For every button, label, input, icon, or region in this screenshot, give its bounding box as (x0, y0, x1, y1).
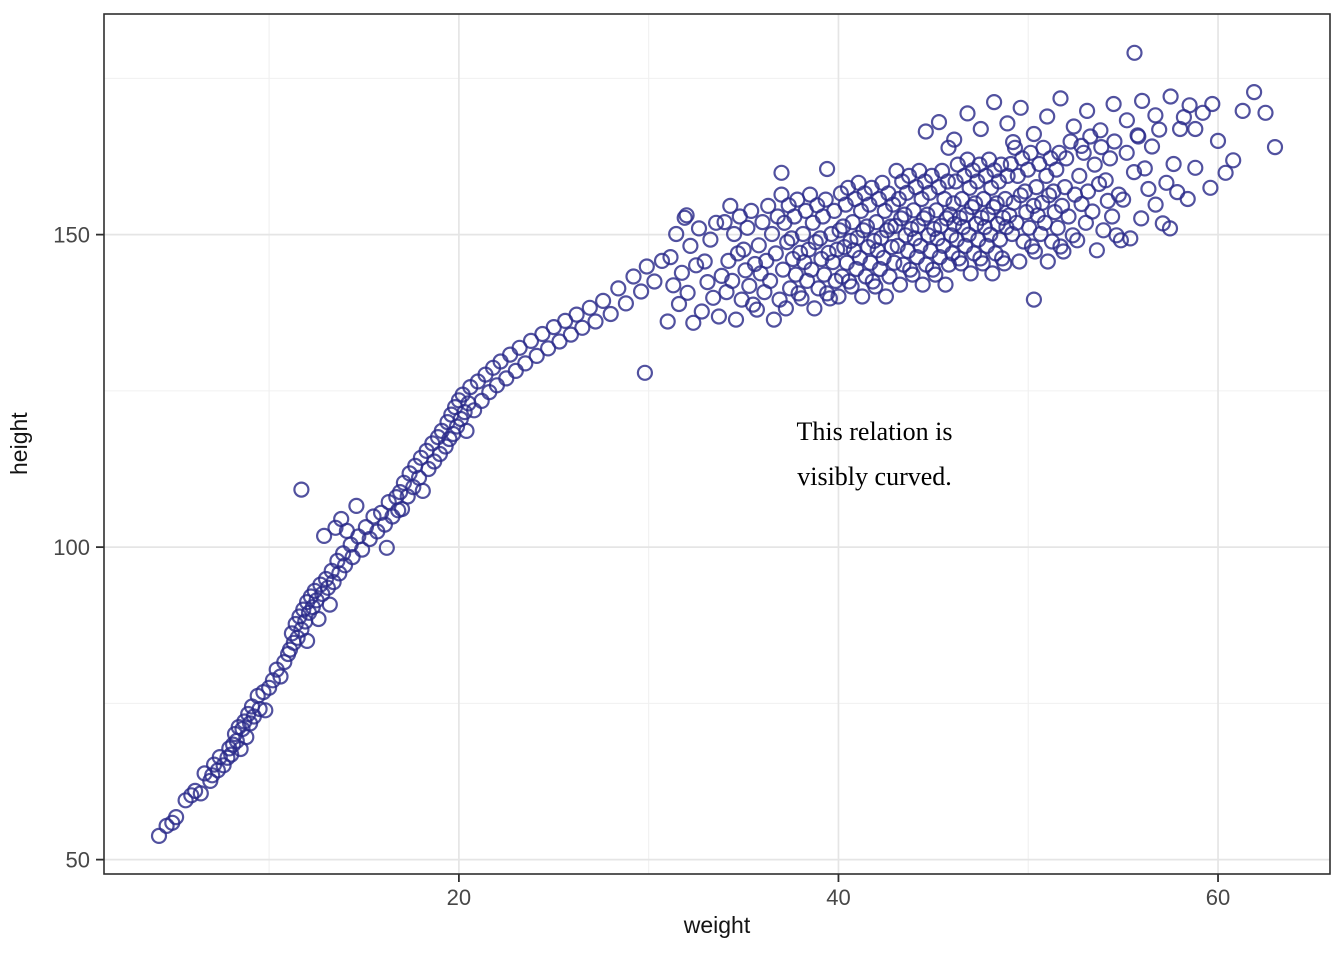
svg-text:150: 150 (53, 223, 90, 248)
annotation-text: This relation is visibly curved. (797, 409, 953, 499)
y-axis-title: height (6, 412, 32, 476)
svg-text:60: 60 (1206, 885, 1230, 910)
x-axis-title: weight (683, 912, 751, 938)
svg-text:100: 100 (53, 535, 90, 560)
svg-text:50: 50 (66, 848, 90, 873)
svg-text:40: 40 (826, 885, 850, 910)
annotation-line-1: This relation is (796, 417, 953, 447)
data-points (150, 44, 1284, 845)
annotation-line-2: visibly curved. (797, 462, 952, 492)
svg-text:20: 20 (447, 885, 471, 910)
